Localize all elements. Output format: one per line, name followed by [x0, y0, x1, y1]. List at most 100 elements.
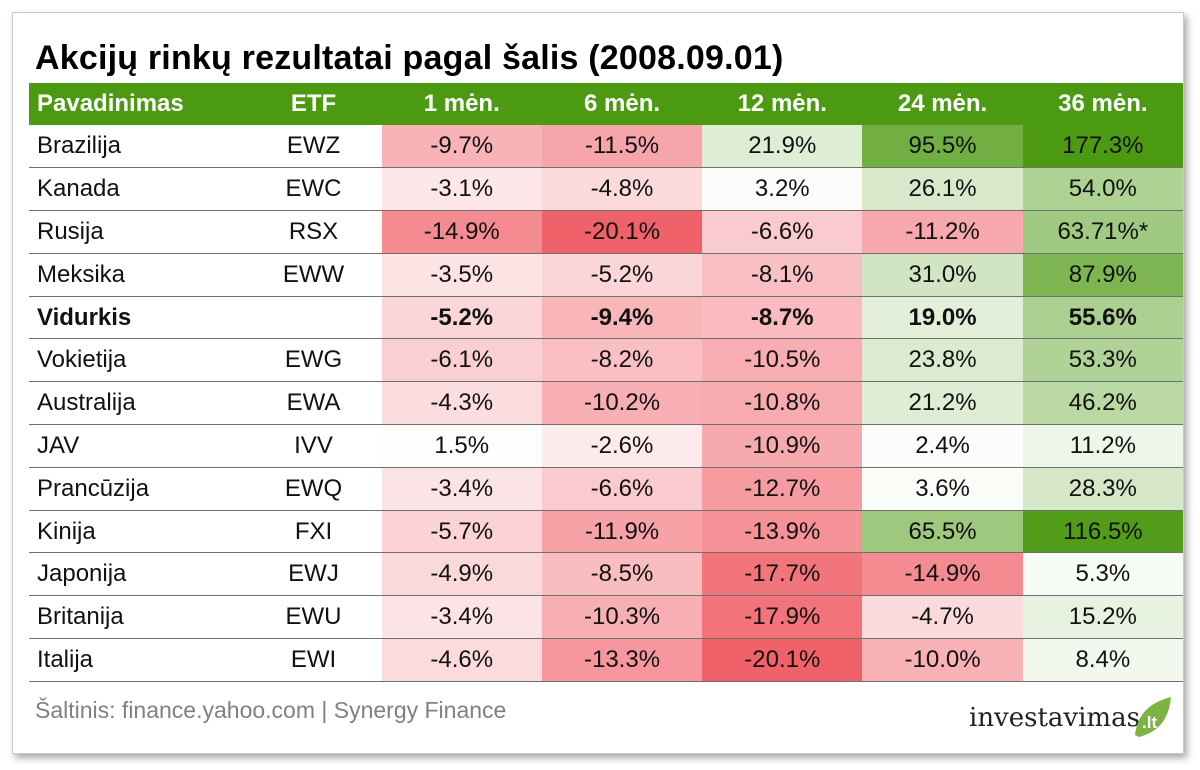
- return-value-cell: 87.9%: [1022, 253, 1183, 297]
- etf-ticker-cell: EWA: [286, 389, 341, 417]
- return-value-cell: -11.5%: [541, 125, 703, 168]
- table-card: Akcijų rinkų rezultatai pagal šalis (200…: [12, 12, 1184, 754]
- return-value-cell: -6.1%: [381, 338, 542, 382]
- return-value-cell: -10.8%: [702, 381, 863, 425]
- investavimas-logo: investavimas .lt: [969, 695, 1179, 739]
- column-header-12m: 12 mėn.: [702, 83, 863, 125]
- return-value-cell: 3.6%: [862, 467, 1023, 511]
- column-header-36m: 36 mėn.: [1022, 83, 1183, 125]
- chart-title: Akcijų rinkų rezultatai pagal šalis (200…: [35, 39, 784, 77]
- etf-ticker-cell: EWJ: [288, 560, 339, 588]
- country-name-cell: Britanija: [37, 603, 124, 631]
- return-value-cell: 15.2%: [1022, 595, 1183, 639]
- table-row: Britanija EWU -3.4% -10.3% -17.9% -4.7% 15.2%: [29, 595, 1183, 639]
- country-name-cell: Rusija: [37, 217, 104, 245]
- country-name-cell: Italija: [37, 645, 94, 673]
- table-row: Brazilija EWZ -9.7% -11.5% 21.9% 95.5% 177.3%: [29, 125, 1183, 168]
- table-row: Japonija EWJ -4.9% -8.5% -17.7% -14.9% 5.3%: [29, 552, 1183, 596]
- column-header-1m: 1 mėn.: [381, 83, 542, 125]
- return-value-cell: -8.5%: [541, 552, 703, 596]
- return-value-cell: -17.7%: [702, 552, 863, 596]
- return-value-cell: -13.3%: [541, 638, 703, 682]
- return-value-cell: -3.5%: [381, 253, 542, 297]
- etf-ticker-cell: EWG: [284, 346, 343, 374]
- return-value-cell: -8.2%: [541, 338, 703, 382]
- return-value-cell: -10.5%: [702, 338, 863, 382]
- country-name-cell: Prancūzija: [37, 474, 150, 502]
- return-value-cell: 116.5%: [1022, 510, 1183, 553]
- return-value-cell: -6.6%: [702, 210, 863, 254]
- return-value-cell: -9.7%: [381, 125, 542, 168]
- return-value-cell: -4.3%: [381, 381, 542, 425]
- return-value-cell: -3.4%: [381, 595, 542, 639]
- return-value-cell: -8.7%: [702, 296, 863, 339]
- return-value-cell: -2.6%: [541, 424, 703, 468]
- return-value-cell: 54.0%: [1022, 167, 1183, 211]
- column-header-6m: 6 mėn.: [541, 83, 703, 125]
- country-name-cell: Brazilija: [37, 132, 122, 160]
- logo-suffix: .lt: [1142, 713, 1157, 732]
- return-value-cell: 3.2%: [702, 167, 863, 211]
- country-name-cell: Vokietija: [37, 346, 127, 374]
- return-value-cell: -20.1%: [702, 638, 863, 682]
- source-note: Šaltinis: finance.yahoo.com | Synergy Fi…: [35, 697, 507, 723]
- return-value-cell: -3.1%: [381, 167, 542, 211]
- country-name-cell: Australija: [37, 389, 136, 417]
- return-value-cell: -3.4%: [381, 467, 542, 511]
- return-value-cell: 21.2%: [862, 381, 1023, 425]
- return-value-cell: -10.2%: [541, 381, 703, 425]
- return-value-cell: 31.0%: [862, 253, 1023, 297]
- return-value-cell: 11.2%: [1022, 424, 1183, 468]
- return-value-cell: 2.4%: [862, 424, 1023, 468]
- etf-ticker-cell: EWU: [285, 603, 342, 631]
- table-body: Brazilija EWZ -9.7% -11.5% 21.9% 95.5% 177.3% K…: [29, 125, 1183, 682]
- return-value-cell: -11.2%: [862, 210, 1023, 254]
- etf-ticker-cell: FXI: [294, 517, 333, 545]
- column-header-etf: ETF: [245, 83, 382, 125]
- return-value-cell: 177.3%: [1022, 125, 1183, 168]
- return-value-cell: -4.9%: [381, 552, 542, 596]
- return-value-cell: 26.1%: [862, 167, 1023, 211]
- return-value-cell: -17.9%: [702, 595, 863, 639]
- table-row: Australija EWA -4.3% -10.2% -10.8% 21.2% 46.2%: [29, 381, 1183, 425]
- return-value-cell: -10.9%: [702, 424, 863, 468]
- return-value-cell: 19.0%: [862, 296, 1023, 339]
- country-name-cell: Vidurkis: [37, 303, 132, 331]
- country-name-cell: Meksika: [37, 260, 126, 288]
- return-value-cell: -12.7%: [702, 467, 863, 511]
- return-value-cell: -20.1%: [541, 210, 703, 254]
- table-row: Italija EWI -4.6% -13.3% -20.1% -10.0% 8.4%: [29, 638, 1183, 682]
- return-value-cell: 21.9%: [702, 125, 863, 168]
- return-value-cell: -9.4%: [541, 296, 703, 339]
- return-value-cell: -5.7%: [381, 510, 542, 553]
- return-value-cell: 46.2%: [1022, 381, 1183, 425]
- return-value-cell: -4.8%: [541, 167, 703, 211]
- table-row: Kanada EWC -3.1% -4.8% 3.2% 26.1% 54.0%: [29, 167, 1183, 211]
- return-value-cell: 8.4%: [1022, 638, 1183, 682]
- return-value-cell: 63.71%*: [1022, 210, 1183, 254]
- return-value-cell: 55.6%: [1022, 296, 1183, 339]
- header-row: Pavadinimas ETF 1 mėn. 6 mėn. 12 mėn. 24…: [29, 83, 1183, 125]
- return-value-cell: -10.0%: [862, 638, 1023, 682]
- return-value-cell: -5.2%: [541, 253, 703, 297]
- column-header-name: Pavadinimas: [29, 83, 246, 125]
- return-value-cell: -10.3%: [541, 595, 703, 639]
- column-header-24m: 24 mėn.: [862, 83, 1023, 125]
- table-row: Vokietija EWG -6.1% -8.2% -10.5% 23.8% 53.3%: [29, 338, 1183, 382]
- return-value-cell: -14.9%: [381, 210, 542, 254]
- table-row: Meksika EWW -3.5% -5.2% -8.1% 31.0% 87.9%: [29, 253, 1183, 297]
- country-name-cell: Kinija: [37, 517, 96, 545]
- country-name-cell: Japonija: [37, 560, 127, 588]
- etf-ticker-cell: EWC: [285, 175, 342, 203]
- return-value-cell: 65.5%: [862, 510, 1023, 553]
- return-value-cell: 23.8%: [862, 338, 1023, 382]
- leaf-icon: .lt: [1135, 697, 1171, 737]
- logo-text: investavimas: [969, 703, 1140, 733]
- return-value-cell: -14.9%: [862, 552, 1023, 596]
- country-name-cell: Kanada: [37, 175, 120, 203]
- return-value-cell: 5.3%: [1022, 552, 1183, 596]
- return-value-cell: -11.9%: [541, 510, 703, 553]
- etf-ticker-cell: EWZ: [286, 132, 341, 160]
- return-value-cell: 53.3%: [1022, 338, 1183, 382]
- table-row: Vidurkis -5.2% -9.4% -8.7% 19.0% 55.6%: [29, 296, 1183, 339]
